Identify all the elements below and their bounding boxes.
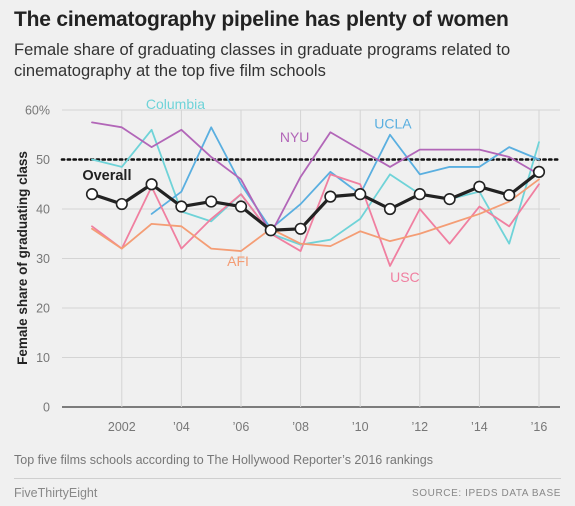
x-tick-label: ’06	[233, 420, 250, 434]
footnote: Top five films schools according to The …	[14, 453, 433, 467]
series-line-afi	[91, 178, 540, 252]
y-tick-label: 30	[36, 252, 50, 266]
series-label-columbia: Columbia	[146, 96, 205, 112]
x-tick-label: ’14	[471, 420, 488, 434]
x-tick-label: ’16	[531, 420, 548, 434]
chart-title: The cinematography pipeline has plenty o…	[14, 8, 509, 31]
series-line-ucla	[150, 126, 540, 230]
series-label-usc: USC	[390, 269, 420, 285]
overall-point	[294, 222, 307, 235]
brand-label: FiveThirtyEight	[14, 486, 98, 500]
overall-point	[205, 195, 218, 208]
source-label: SOURCE: IPEDS DATA BASE	[411, 488, 561, 499]
x-tick-label: 2002	[108, 420, 136, 434]
y-tick-label: 60%	[25, 104, 50, 118]
y-tick-label: 10	[36, 351, 50, 365]
overall-point	[85, 188, 99, 201]
overall-point	[413, 188, 426, 201]
series-label-nyu: NYU	[280, 129, 310, 145]
x-tick-label: ’08	[292, 420, 309, 434]
series-label-afi: AFI	[227, 253, 249, 269]
series-label-ucla: UCLA	[374, 115, 412, 131]
overall-point	[234, 200, 248, 213]
x-tick-label: ’04	[173, 420, 190, 434]
y-tick-label: 40	[36, 203, 50, 217]
overall-point	[532, 165, 546, 178]
overall-point	[145, 178, 158, 191]
chart-subtitle: Female share of graduating classes in gr…	[14, 41, 511, 80]
overall-point	[443, 193, 456, 206]
overall-point	[264, 224, 277, 237]
series-line-nyu	[91, 121, 540, 235]
overall-point	[354, 188, 367, 201]
y-tick-label: 50	[36, 153, 50, 167]
label-layer: Columbia UCLA NYU USC AFI Overall	[82, 96, 419, 285]
y-tick-label: 20	[36, 302, 50, 316]
y-tick-label: 0	[43, 401, 50, 415]
overall-point	[175, 200, 188, 213]
overall-point	[473, 180, 486, 193]
overall-point	[324, 190, 337, 203]
x-tick-label: ’12	[411, 420, 428, 434]
y-axis-label: Female share of graduating class	[15, 151, 30, 365]
overall-point	[503, 189, 516, 202]
footer-divider	[14, 478, 561, 479]
series-label-overall: Overall	[82, 168, 131, 184]
x-tick-label: ’10	[352, 420, 369, 434]
overall-point	[383, 202, 397, 216]
series-line-columbia	[91, 128, 540, 246]
series-layer	[91, 121, 540, 267]
series-line-overall	[90, 170, 541, 232]
marker-layer	[85, 165, 546, 237]
grid-layer: 0 10 20 30 40 50 60% 2002 ’04 ’06 ’08 ’10 ’12 ’14 ’16	[25, 104, 562, 434]
overall-point	[115, 197, 128, 211]
